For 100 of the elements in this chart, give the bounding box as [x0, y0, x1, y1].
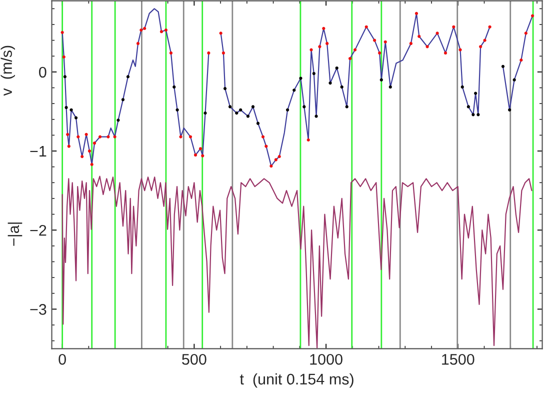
- point: [520, 58, 523, 62]
- point: [380, 78, 383, 82]
- point: [113, 135, 116, 138]
- point: [264, 144, 268, 148]
- x-tick-label: 0: [58, 354, 66, 365]
- point: [364, 25, 368, 28]
- point: [483, 38, 486, 42]
- point: [530, 14, 534, 18]
- point: [292, 88, 296, 92]
- y-tick-label: −2: [30, 224, 46, 236]
- point: [188, 135, 192, 138]
- point: [88, 149, 92, 153]
- point: [222, 51, 226, 55]
- point: [474, 92, 478, 95]
- point: [143, 26, 146, 30]
- point: [92, 142, 96, 145]
- point: [164, 28, 168, 32]
- point: [299, 76, 302, 80]
- point: [207, 51, 210, 55]
- point: [169, 51, 173, 55]
- point: [194, 153, 198, 157]
- point: [508, 108, 512, 112]
- point: [228, 105, 232, 108]
- point: [340, 85, 344, 89]
- point: [116, 118, 120, 122]
- point: [201, 154, 204, 158]
- point: [256, 122, 260, 125]
- point: [373, 38, 376, 42]
- point: [270, 164, 273, 168]
- x-tick-label: 1000: [310, 354, 342, 365]
- point: [274, 158, 278, 162]
- x-axis-title: t (unit 0.154 ms): [240, 373, 354, 388]
- x-tick-label: 1500: [442, 354, 474, 365]
- point: [444, 51, 448, 55]
- point: [353, 48, 357, 52]
- point: [90, 162, 94, 166]
- point: [348, 56, 352, 60]
- line-series: [62, 176, 532, 348]
- point: [388, 85, 392, 89]
- point: [67, 144, 70, 148]
- point: [63, 75, 67, 78]
- point: [140, 28, 143, 32]
- point: [126, 75, 130, 78]
- point: [524, 32, 528, 35]
- point: [318, 45, 322, 48]
- point: [60, 30, 64, 34]
- point: [80, 155, 84, 158]
- point: [160, 30, 164, 34]
- point: [74, 116, 78, 120]
- point: [62, 55, 66, 58]
- y-axis-title: v (m/s): [0, 46, 15, 96]
- point: [472, 113, 475, 116]
- point: [179, 135, 182, 138]
- point: [466, 105, 470, 108]
- point: [76, 135, 80, 138]
- point: [479, 45, 482, 48]
- point: [278, 155, 281, 158]
- point: [476, 113, 480, 116]
- point: [345, 105, 348, 108]
- point: [70, 108, 73, 112]
- point: [310, 48, 313, 52]
- y-tick-label: −3: [30, 304, 46, 315]
- point: [312, 72, 316, 76]
- point: [452, 25, 456, 28]
- point: [426, 45, 429, 48]
- point: [121, 98, 125, 102]
- point: [414, 12, 418, 15]
- point: [460, 85, 464, 89]
- y-tick-label: 0: [39, 66, 46, 78]
- x-tick-label: 500: [182, 354, 206, 365]
- point: [66, 132, 70, 136]
- point: [328, 81, 332, 85]
- point: [84, 132, 88, 136]
- point: [384, 40, 387, 44]
- point: [204, 112, 207, 115]
- point: [223, 87, 227, 90]
- point: [322, 26, 326, 30]
- point: [176, 108, 179, 112]
- point: [306, 138, 310, 142]
- point: [98, 135, 102, 138]
- point: [314, 114, 318, 118]
- point: [418, 34, 421, 38]
- point: [64, 106, 68, 110]
- point: [409, 42, 412, 46]
- point: [106, 135, 110, 138]
- point: [335, 66, 338, 70]
- point: [286, 108, 290, 112]
- point: [198, 147, 202, 150]
- point: [251, 105, 255, 108]
- point: [136, 42, 140, 46]
- y-tick-label: −1: [30, 146, 46, 157]
- point: [378, 51, 382, 55]
- point: [512, 78, 516, 82]
- point: [172, 85, 176, 89]
- point: [235, 112, 238, 115]
- text: −|a|: [8, 222, 22, 246]
- point: [219, 32, 222, 35]
- point: [326, 42, 329, 46]
- point: [436, 32, 439, 35]
- point: [501, 64, 505, 68]
